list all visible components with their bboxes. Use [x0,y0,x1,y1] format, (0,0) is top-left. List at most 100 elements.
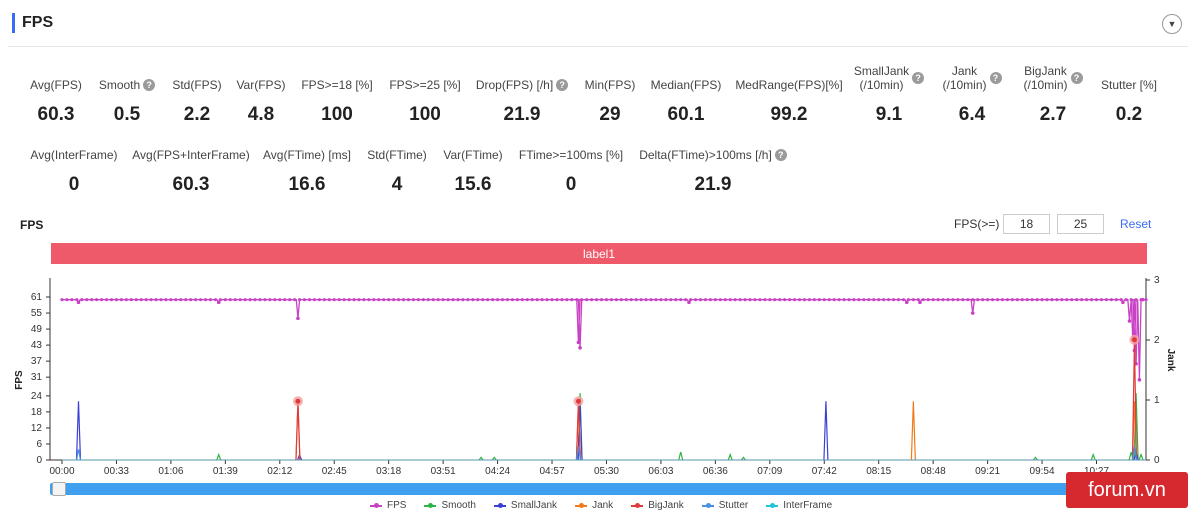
series-spike-stutter [575,446,581,461]
fps-point [698,298,703,302]
fps-point [520,298,524,302]
fps-point [352,298,356,302]
legend-item-fps[interactable]: FPS [370,500,406,511]
fps-point [550,298,554,302]
fps-dip-point [1140,297,1145,302]
stat-r1-4: FPS>=18 [%] 100 [257,78,417,125]
fps-point [1045,298,1049,302]
series-spike-jank [910,401,916,461]
fps-point [619,298,623,302]
help-icon[interactable]: ? [1070,72,1083,84]
x-tick-label: 09:54 [1030,466,1055,477]
series-spike-smooth [478,456,484,461]
fps-point [243,298,247,302]
fps-point [604,298,609,302]
fps-point [639,298,643,302]
legend-item-stutter[interactable]: Stutter [701,500,748,511]
stat-r1-7: Min(FPS) 29 [530,78,690,125]
fps-point [788,298,792,302]
legend-item-bigjank[interactable]: BigJank [631,500,684,511]
fps-point [971,298,975,302]
fps-point [1119,298,1123,302]
fps-point [966,298,970,302]
stat-label: Avg(FPS+InterFrame) [111,148,271,162]
legend-item-smooth[interactable]: Smooth [424,500,476,511]
legend-item-jank[interactable]: Jank [575,500,613,511]
series-spike-smooth [491,456,497,461]
fps-point [713,298,717,302]
fps-point [689,298,693,302]
fps-point [85,298,89,302]
series-spike-bigjank [295,401,301,461]
fps-threshold-input-2[interactable] [1057,214,1104,234]
slider-handle[interactable] [52,482,66,496]
fps-dip-point [296,316,300,321]
fps-point [891,298,896,302]
legend-swatch [766,502,779,508]
fps-point [570,298,574,302]
stat-label: FPS>=25 [%] [345,78,505,92]
fps-point [718,298,722,302]
x-tick-label: 03:18 [376,466,401,477]
fps-point [387,298,391,302]
fps-point [837,298,841,302]
fps-point [184,298,188,302]
fps-point [332,298,336,302]
legend-label: SmallJank [510,500,558,511]
highlight-marker [1131,337,1137,343]
help-icon[interactable]: ? [143,79,156,91]
help-icon[interactable]: ? [912,72,925,84]
fps-point [540,298,544,302]
y-tick-label: 31 [31,372,43,383]
fps-point [659,298,663,302]
fps-point [693,298,698,302]
fps-point [1065,298,1069,302]
fps-point [877,298,881,302]
reset-link[interactable]: Reset [1120,217,1152,231]
stat-label: Stutter [%] [1049,78,1200,92]
fps-point [565,298,569,302]
help-icon[interactable]: ? [989,72,1002,84]
stat-label: Avg(InterFrame) [0,148,154,162]
stat-label-text: Var(FTime) [443,148,503,162]
fps-point [822,298,826,302]
help-icon[interactable]: ? [774,149,787,161]
time-range-slider[interactable] [50,483,1144,495]
stat-label: Std(FTime) [317,148,477,162]
fps-point [144,298,148,302]
fps-point [525,298,529,302]
stat-label-text: Delta(FTime)>100ms [/h] [639,148,772,162]
fps-point [1134,298,1138,302]
fps-point [896,298,901,302]
stat-r2-3: Std(FTime) 4 [317,148,477,195]
stat-value: 0.5 [113,104,141,125]
fps-point [679,298,683,302]
x-tick-label: 02:45 [322,466,347,477]
fps-point [872,298,876,302]
fps-threshold-input-1[interactable] [1003,214,1050,234]
stat-label: Median(FPS) [606,78,766,92]
fps-point [95,298,99,302]
help-icon[interactable]: ? [556,79,569,91]
series-spike-stutter [75,449,82,461]
fps-point [674,298,678,302]
fps-point [807,298,812,302]
fps-point [1075,298,1079,302]
fps-point [1114,298,1118,302]
legend-item-interframe[interactable]: InterFrame [766,500,832,511]
fps-point [109,298,114,302]
fps-point [792,298,797,302]
chart-title: FPS [20,218,44,232]
stat-label: SmallJank (/10min)? [809,64,969,92]
fps-dip-point [1137,378,1142,382]
collapse-chevron-icon[interactable]: ▼ [1162,14,1182,34]
fps-dip-point [970,311,975,315]
fps-point [951,298,955,302]
legend-item-smalljank[interactable]: SmallJank [493,500,558,511]
fps-point [268,298,272,302]
label-band[interactable]: label1 [51,243,1147,264]
stat-r1-13: Stutter [%] 0.2 [1049,78,1200,125]
stat-label: Var(FTime) [393,148,553,162]
fps-point [1070,298,1074,302]
